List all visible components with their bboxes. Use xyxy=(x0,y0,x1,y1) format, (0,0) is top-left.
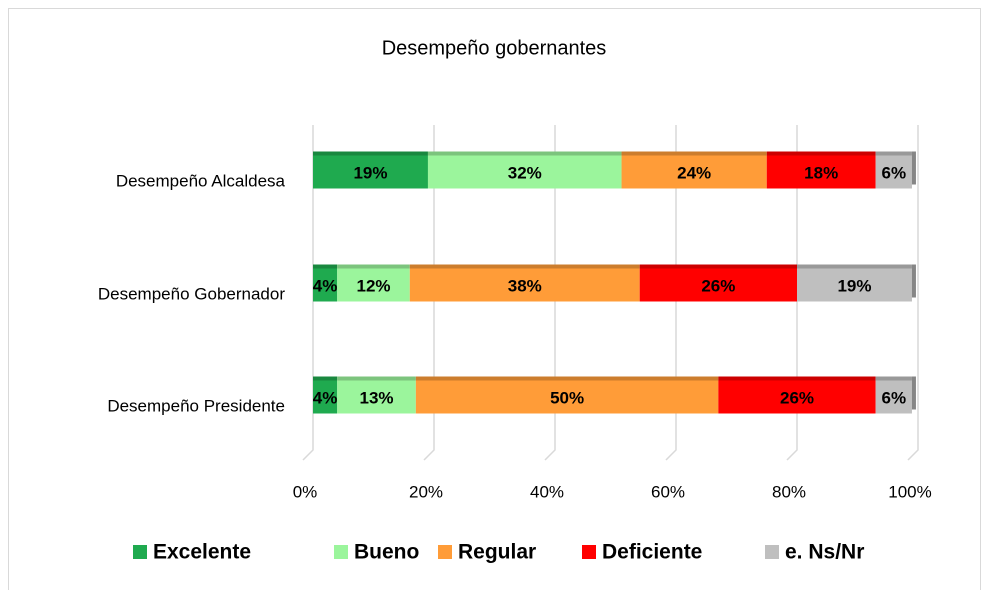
bar-segment xyxy=(875,155,912,189)
bar-segment xyxy=(337,380,416,414)
bar-top xyxy=(718,376,876,381)
y-tick-label: Desempeño Gobernador xyxy=(98,284,285,303)
grid-line xyxy=(907,125,919,461)
data-label: 13% xyxy=(360,388,394,407)
bar-top xyxy=(409,264,640,269)
bar-top xyxy=(313,376,338,381)
bar-side xyxy=(911,151,916,185)
data-label: 6% xyxy=(882,163,907,182)
bar-top xyxy=(415,376,719,381)
bar-top xyxy=(639,264,797,269)
bar-side xyxy=(911,264,916,298)
legend-label: Bueno xyxy=(354,541,419,564)
bar-top xyxy=(337,264,410,269)
bar-top xyxy=(313,264,338,269)
legend-swatch xyxy=(582,545,596,559)
bar-segment xyxy=(875,380,912,414)
legend-label: Regular xyxy=(458,541,536,564)
bar-top xyxy=(766,151,876,156)
data-label: 12% xyxy=(356,276,390,295)
bar-segment xyxy=(639,268,797,302)
bar-top xyxy=(875,376,912,381)
bar-segment xyxy=(797,268,912,302)
y-tick-label: Desempeño Presidente xyxy=(107,396,285,415)
x-tick-label: 0% xyxy=(293,482,318,501)
data-label: 24% xyxy=(677,163,711,182)
grid-line xyxy=(423,125,435,461)
legend-swatch xyxy=(334,545,348,559)
legend-label: Excelente xyxy=(153,541,251,564)
data-label: 4% xyxy=(313,276,338,295)
chart-frame xyxy=(8,8,981,595)
bar-top xyxy=(313,151,428,156)
grid-line xyxy=(665,125,677,461)
bar-segment xyxy=(718,380,876,414)
legend-swatch xyxy=(438,545,452,559)
data-label: 18% xyxy=(804,163,838,182)
x-tick-label: 40% xyxy=(530,482,564,501)
bar-segment xyxy=(409,268,640,302)
grid-line xyxy=(544,125,556,461)
grid-line xyxy=(302,125,314,461)
data-label: 4% xyxy=(313,388,338,407)
bar-segment xyxy=(766,155,876,189)
bar-segment xyxy=(621,155,767,189)
bar-segment xyxy=(415,380,719,414)
bar-segment xyxy=(337,268,410,302)
data-label: 19% xyxy=(837,276,871,295)
bar-side xyxy=(911,376,916,410)
legend-label: e. Ns/Nr xyxy=(785,541,864,564)
bar-segment xyxy=(313,268,338,302)
data-label: 38% xyxy=(508,276,542,295)
x-tick-label: 80% xyxy=(772,482,806,501)
x-tick-label: 60% xyxy=(651,482,685,501)
data-label: 6% xyxy=(882,388,907,407)
data-label: 26% xyxy=(701,276,735,295)
bar-top xyxy=(427,151,622,156)
data-label: 19% xyxy=(353,163,387,182)
bar-top xyxy=(797,264,912,269)
x-tick-label: 100% xyxy=(888,482,931,501)
bar-top xyxy=(337,376,416,381)
x-tick-label: 20% xyxy=(409,482,443,501)
y-tick-label: Desempeño Alcaldesa xyxy=(116,171,286,190)
bar-segment xyxy=(427,155,622,189)
data-label: 26% xyxy=(780,388,814,407)
chart-title: Desempeño gobernantes xyxy=(382,37,607,59)
bar-top xyxy=(875,151,912,156)
data-label: 50% xyxy=(550,388,584,407)
bar-segment xyxy=(313,380,338,414)
bar-top xyxy=(621,151,767,156)
legend-label: Deficiente xyxy=(602,541,702,564)
data-label: 32% xyxy=(508,163,542,182)
legend-swatch xyxy=(133,545,147,559)
legend-swatch xyxy=(765,545,779,559)
grid-line xyxy=(786,125,798,461)
bar-segment xyxy=(313,155,428,189)
